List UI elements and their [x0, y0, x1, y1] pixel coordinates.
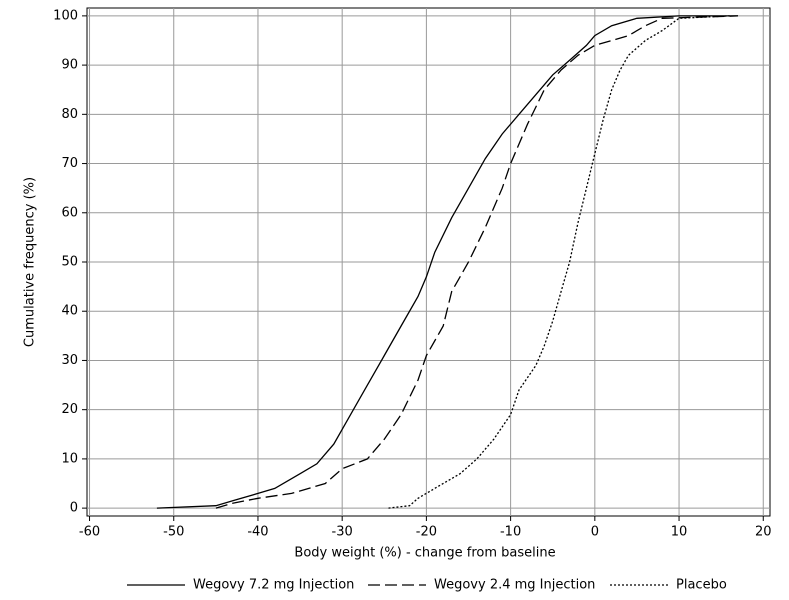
x-tick-label: -60: [79, 525, 100, 540]
x-tick-label: 20: [755, 525, 772, 540]
legend-label: Wegovy 7.2 mg Injection: [193, 578, 354, 593]
x-tick-label: -20: [416, 525, 437, 540]
y-tick-label: 80: [61, 107, 78, 122]
y-axis-label: Cumulative frequency (%): [23, 177, 38, 347]
y-tick-label: 20: [61, 402, 78, 417]
x-tick-label: -50: [163, 525, 184, 540]
y-tick-label: 10: [61, 451, 78, 466]
y-tick-label: 70: [61, 156, 78, 171]
series-line: [156, 15, 738, 509]
y-tick-label: 40: [61, 304, 78, 319]
x-tick-label: 10: [671, 525, 688, 540]
x-tick-label: -40: [247, 525, 268, 540]
legend-label: Placebo: [676, 578, 727, 593]
y-tick-label: 60: [61, 205, 78, 220]
series-line: [388, 15, 730, 509]
y-tick-label: 50: [61, 255, 78, 270]
x-tick-label: 0: [591, 525, 599, 540]
x-tick-label: -10: [500, 525, 521, 540]
x-tick-label: -30: [332, 525, 353, 540]
y-tick-label: 100: [53, 8, 78, 23]
y-tick-label: 30: [61, 353, 78, 368]
legend-label: Wegovy 2.4 mg Injection: [434, 578, 595, 593]
y-tick-label: 0: [70, 501, 78, 516]
x-axis-label: Body weight (%) - change from baseline: [294, 546, 555, 561]
series-line: [215, 15, 739, 509]
y-tick-label: 90: [61, 58, 78, 73]
